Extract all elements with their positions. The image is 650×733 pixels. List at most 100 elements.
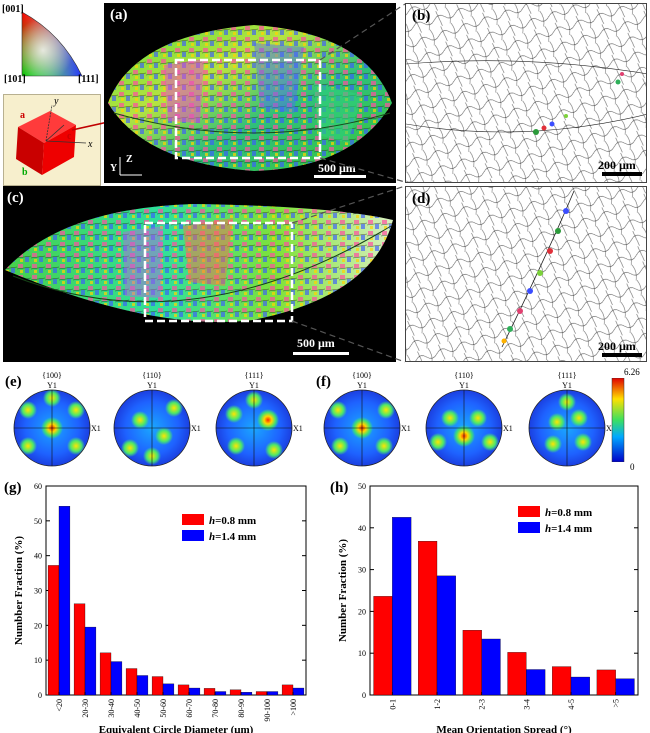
x-tick-label: 4-5 xyxy=(567,699,576,710)
scale-bar-d xyxy=(602,353,642,357)
crystal-axis-a: a xyxy=(20,110,25,121)
bar-h14 xyxy=(214,691,227,696)
pole-figure-intensity-spot xyxy=(257,409,279,431)
pole-figure: {100}Y1 X1 xyxy=(13,371,101,467)
pole-figure-y1-label: Y1 xyxy=(249,381,259,390)
panel-label-g: (g) xyxy=(4,480,22,496)
pole-figure-plane-label: {110} xyxy=(142,371,162,380)
x-axis-title: Mean Orientation Spread (°) xyxy=(436,724,572,733)
map-axis-triad-icon xyxy=(119,157,142,176)
pole-figure-intensity-spot xyxy=(481,433,499,451)
y-tick-label: 0 xyxy=(362,691,366,700)
panel-label-d: (d) xyxy=(412,191,431,207)
pole-figure-intensity-spot xyxy=(570,409,588,427)
x-tick-label: 70-80 xyxy=(211,699,220,718)
colorbar xyxy=(610,377,626,463)
grain-boundary-map-d: (d) 200 μm xyxy=(405,186,647,362)
grain-boundary-map-b: (b) 200 μm xyxy=(405,3,647,183)
y-tick-label: 50 xyxy=(358,482,366,491)
map-axis-y-label: Y xyxy=(110,163,118,174)
x-tick-label: 30-40 xyxy=(107,699,116,718)
legend-swatch xyxy=(182,514,204,525)
panel-label-b: (b) xyxy=(412,8,431,24)
x-tick-label: 90-100 xyxy=(263,699,272,722)
panel-label-h: (h) xyxy=(330,480,349,496)
scale-bar-b xyxy=(602,172,642,176)
bar-h08 xyxy=(99,652,112,696)
ipf-color-key: [001] [101] [111] xyxy=(0,0,100,90)
y-tick-label: 20 xyxy=(34,621,42,630)
bar-h08 xyxy=(203,688,216,696)
pole-figure-intensity-spot xyxy=(469,409,487,427)
pole-figure-y1-label: Y1 xyxy=(47,381,57,390)
bar-h08 xyxy=(229,689,242,696)
bar-h08 xyxy=(177,684,190,696)
bar-h08 xyxy=(125,668,138,696)
y-tick-label: 50 xyxy=(34,517,42,526)
y-tick-label: 10 xyxy=(358,649,366,658)
scale-label-d: 200 μm xyxy=(598,339,636,353)
pole-figure-y1-label: Y1 xyxy=(459,381,469,390)
legend-label: h=1.4 mm xyxy=(209,531,256,543)
pole-figure-intensity-spot xyxy=(544,435,562,453)
pole-figure-y1-label: Y1 xyxy=(357,381,367,390)
pole-figure-intensity-spot xyxy=(329,401,347,419)
pole-figure-intensity-spot xyxy=(165,399,183,417)
bar-h14 xyxy=(392,517,412,696)
bar-h08 xyxy=(73,603,86,696)
bar-h14 xyxy=(240,692,253,696)
ipf-corner-101: [101] xyxy=(4,74,26,85)
pole-figure-plane-label: {100} xyxy=(42,371,62,380)
x-tick-label: 60-70 xyxy=(185,699,194,718)
pole-figure-intensity-spot xyxy=(574,433,592,451)
pole-figure-intensity-spot xyxy=(375,437,393,455)
bar-h14 xyxy=(436,575,456,696)
legend-label: h=1.4 mm xyxy=(545,523,592,535)
crystal-axis-y: y xyxy=(54,96,59,107)
bar-h14 xyxy=(570,676,590,696)
panel-label-a: (a) xyxy=(110,7,128,23)
pole-figure-intensity-spot xyxy=(265,441,283,459)
pole-figure: {110}Y1 X1 xyxy=(425,371,513,467)
panel-label-e: (e) xyxy=(5,374,22,390)
bar-h08 xyxy=(596,669,616,696)
scale-label-c: 500 μm xyxy=(297,336,335,350)
pole-figure-intensity-spot xyxy=(155,427,173,445)
pole-figure-plane-label: {111} xyxy=(244,371,263,380)
panel-label-f: (f) xyxy=(316,374,331,390)
bar-h14 xyxy=(188,687,201,696)
bar-h14 xyxy=(266,691,279,696)
plot-frame xyxy=(369,485,639,696)
y-tick-label: 40 xyxy=(358,524,366,533)
x-tick-label: 0-1 xyxy=(388,699,397,710)
pole-figure-intensity-spot xyxy=(225,405,243,423)
y-tick-label: 60 xyxy=(34,482,42,491)
x-tick-label: >5 xyxy=(612,699,621,708)
legend-swatch xyxy=(518,506,540,517)
pole-figure-intensity-spot xyxy=(377,401,395,419)
ipf-corner-111: [111] xyxy=(78,74,99,85)
ebsd-map-c: (c) 500 μm xyxy=(3,186,396,362)
bar-h08 xyxy=(373,596,393,696)
x-tick-label: 80-90 xyxy=(237,699,246,718)
bar-h08 xyxy=(151,676,164,696)
pole-figure-x1-label: X1 xyxy=(606,424,616,433)
panel-label-c: (c) xyxy=(7,190,24,206)
pole-figure-y1-label: Y1 xyxy=(147,381,157,390)
bar-h14 xyxy=(58,506,71,696)
bar-h08 xyxy=(255,691,268,696)
bar-h14 xyxy=(481,638,501,696)
y-tick-label: 30 xyxy=(34,587,42,596)
bar-h14 xyxy=(162,683,175,696)
crystal-orientation-inset: a y c x b xyxy=(3,94,101,186)
legend-label: h=0.8 mm xyxy=(545,507,592,519)
pole-figure-plane-label: {100} xyxy=(352,371,372,380)
ebsd-map-a: (a) Z Y 500 μm xyxy=(104,3,396,183)
x-tick-label: 2-3 xyxy=(478,699,487,710)
pole-figure-intensity-spot xyxy=(548,413,566,431)
y-tick-label: 10 xyxy=(34,656,42,665)
y-tick-label: 40 xyxy=(34,552,42,561)
pole-figure-intensity-spot xyxy=(19,401,37,419)
orientation-spread-histogram: 0 10 20 30 40 50 0-1 1-2 2-3 3-4 4-5 >5 Mean Orienta… xyxy=(337,482,639,733)
x-tick-label: 1-2 xyxy=(433,699,442,710)
